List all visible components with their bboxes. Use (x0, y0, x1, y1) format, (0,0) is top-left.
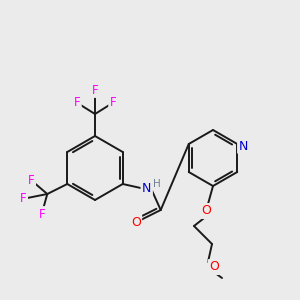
Text: F: F (110, 97, 116, 110)
Text: N: N (142, 182, 152, 194)
Text: O: O (131, 215, 141, 229)
Text: F: F (92, 83, 98, 97)
Text: O: O (201, 205, 211, 218)
Text: F: F (39, 208, 46, 220)
Text: F: F (20, 191, 27, 205)
Text: N: N (238, 140, 248, 152)
Text: H: H (153, 179, 160, 189)
Text: F: F (28, 173, 34, 187)
Text: O: O (209, 260, 219, 274)
Text: F: F (74, 97, 80, 110)
